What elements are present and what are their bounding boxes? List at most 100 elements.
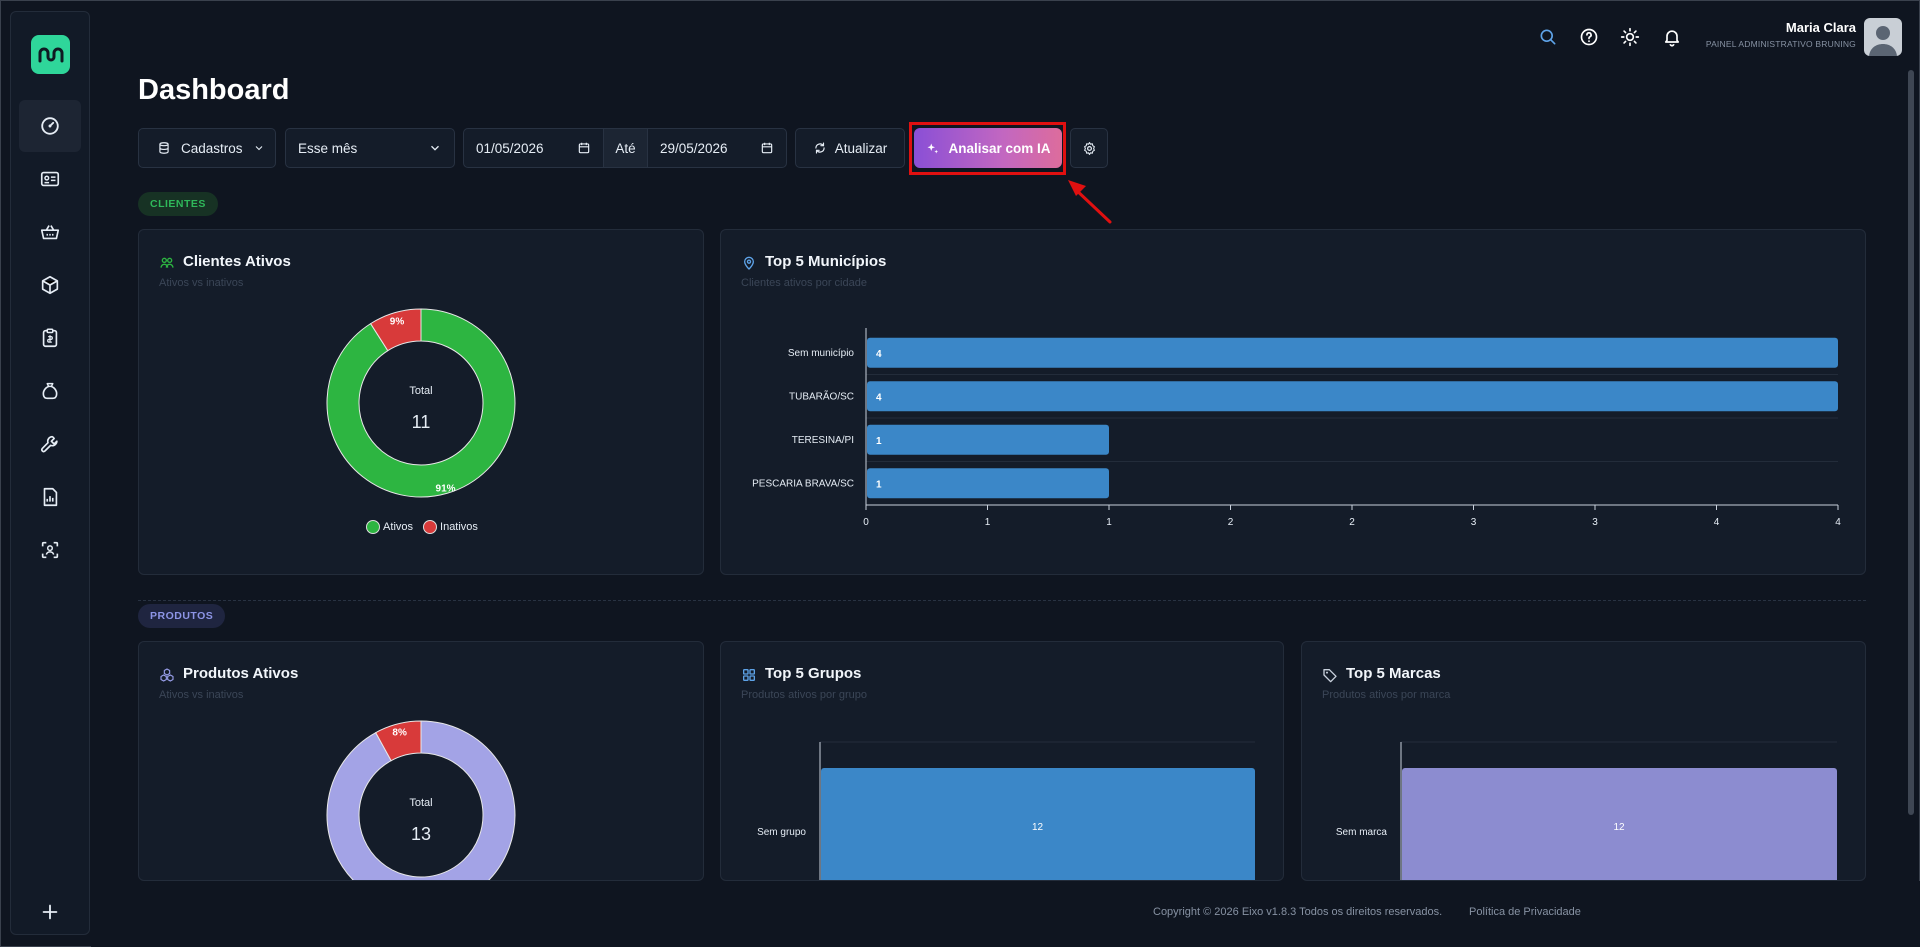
card-title: Produtos Ativos (183, 665, 299, 682)
boxes-icon (160, 668, 174, 682)
refresh-icon (815, 142, 825, 154)
x-tick-label: 2 (1349, 517, 1355, 528)
donut-total-label: Total (409, 797, 432, 809)
footer-copyright: Copyright © 2026 Eixo v1.8.3 Todos os di… (1153, 906, 1443, 918)
sidebar-item-relatorios[interactable] (19, 471, 81, 523)
calendar-icon (578, 142, 590, 154)
bell-icon (1664, 30, 1680, 47)
period-select-value: Esse mês (298, 140, 358, 156)
card-subtitle: Ativos vs inativos (159, 689, 244, 701)
category-label: TUBARÃO/SC (789, 389, 854, 402)
bar[interactable] (1402, 768, 1837, 881)
card-produtos-ativos: Produtos Ativos Ativos vs inativos 8% To… (138, 641, 704, 881)
theme-toggle-button[interactable] (1619, 26, 1641, 48)
refresh-button[interactable]: Atualizar (795, 128, 905, 168)
card-title: Clientes Ativos (183, 253, 291, 270)
card-top-grupos: Top 5 Grupos Produtos ativos por grupo 1… (720, 641, 1284, 881)
card-title: Top 5 Grupos (765, 665, 862, 682)
sidebar-item-financeiro[interactable] (19, 365, 81, 417)
bar[interactable] (821, 768, 1255, 881)
app-logo[interactable] (31, 35, 70, 74)
dashboard-settings-button[interactable] (1070, 128, 1108, 168)
bar[interactable] (867, 424, 1109, 455)
card-subtitle: Ativos vs inativos (159, 277, 244, 289)
date-to-input[interactable]: 29/05/2026 (648, 129, 786, 167)
avatar[interactable] (1864, 18, 1902, 56)
x-tick-label: 1 (985, 517, 991, 528)
card-top-marcas: Top 5 Marcas Produtos ativos por marca 1… (1301, 641, 1866, 881)
chevron-down-icon (431, 145, 439, 151)
wrench-icon (41, 435, 58, 453)
donut-legend: Ativos Inativos (139, 520, 703, 534)
bar-value-label: 12 (1032, 822, 1044, 833)
bar[interactable] (867, 381, 1838, 412)
donut-slice-inativos[interactable] (375, 720, 422, 762)
legend-item-inativos[interactable]: Inativos (423, 520, 478, 534)
footer-band (91, 881, 1920, 947)
sidebar-item-vendas[interactable] (19, 206, 81, 258)
hbar-chart-grupos: 12 Sem grupo (757, 741, 1255, 881)
period-select[interactable]: Esse mês (285, 128, 455, 168)
hbar-chart-municipios: 4 Sem município 4 TUBARÃO/SC 1 TERESINA/PI 1 PE… (752, 328, 1841, 528)
highlight-box (909, 122, 1066, 175)
sidebar-add-button[interactable] (19, 886, 81, 938)
donut-chart-produtos: 8% Total 13 (326, 720, 516, 881)
map-pin-icon (743, 256, 755, 270)
users-icon (160, 257, 174, 268)
analyze-ai-button[interactable]: Analisar com IA (914, 128, 1062, 168)
donut-slice-ativos[interactable] (326, 720, 516, 881)
card-title: Top 5 Marcas (1346, 665, 1441, 682)
help-button[interactable] (1578, 26, 1600, 48)
donut-slice-label: 91% (436, 484, 456, 495)
sidebar-item-servicos[interactable] (19, 418, 81, 470)
donut-total-label: Total (409, 385, 432, 397)
donut-slice-ativos[interactable] (326, 308, 516, 498)
donut-slice-label: 8% (392, 728, 407, 739)
x-tick-label: 3 (1471, 517, 1477, 528)
legend-label: Ativos (383, 521, 414, 533)
bar[interactable] (867, 468, 1109, 499)
donut-chart-clientes: 91% 9% Total 11 (326, 308, 516, 498)
bar[interactable] (867, 337, 1838, 368)
page-title: Dashboard (138, 74, 290, 106)
date-from-input[interactable]: 01/05/2026 (464, 129, 603, 167)
x-tick-label: 2 (1228, 517, 1234, 528)
donut-slice-inativos[interactable] (369, 308, 422, 352)
page-scrollbar[interactable] (1908, 70, 1914, 815)
category-label: Sem grupo (757, 827, 806, 838)
x-tick-label: 0 (863, 517, 869, 528)
x-tick-label: 4 (1714, 517, 1720, 528)
search-button[interactable] (1537, 26, 1559, 48)
card-top-municipios: Top 5 Municípios Clientes ativos por cid… (720, 229, 1866, 575)
sidebar-item-cadastros[interactable] (19, 153, 81, 205)
search-icon (1540, 29, 1556, 45)
sidebar-item-dashboard[interactable] (19, 100, 81, 152)
money-bag-icon (42, 382, 58, 400)
scan-user-icon (41, 541, 59, 559)
legend-item-ativos[interactable]: Ativos (366, 520, 413, 534)
tag-icon (1323, 669, 1337, 683)
hbar-chart-marcas: 12 Sem marca (1336, 741, 1837, 881)
user-subtitle: PAINEL ADMINISTRATIVO BRUNING (1705, 39, 1856, 49)
sidebar (10, 11, 90, 935)
notifications-button[interactable] (1661, 26, 1683, 48)
sidebar-item-usuarios[interactable] (19, 524, 81, 576)
sparkles-icon (927, 143, 939, 153)
card-clientes-ativos: Clientes Ativos Ativos vs inativos 91% 9%… (138, 229, 704, 575)
donut-total-value: 11 (412, 412, 431, 432)
dashboard-gauge-icon (41, 117, 59, 135)
basket-icon (40, 225, 60, 240)
category-label: PESCARIA BRAVA/SC (752, 478, 854, 489)
section-label-clientes: CLIENTES (138, 192, 218, 216)
category-label: Sem marca (1336, 827, 1388, 838)
entity-select-value: Cadastros (181, 140, 243, 156)
box-icon (41, 275, 59, 295)
sidebar-item-produtos[interactable] (19, 259, 81, 311)
donut-slice-label: 9% (390, 316, 405, 327)
footer-privacy-link[interactable]: Política de Privacidade (1469, 906, 1581, 918)
sun-icon (1620, 27, 1640, 47)
entity-select[interactable]: Cadastros (138, 128, 276, 168)
refresh-button-label: Atualizar (834, 140, 888, 156)
logo-wave-icon (38, 47, 63, 62)
sidebar-item-pedidos[interactable] (19, 312, 81, 364)
